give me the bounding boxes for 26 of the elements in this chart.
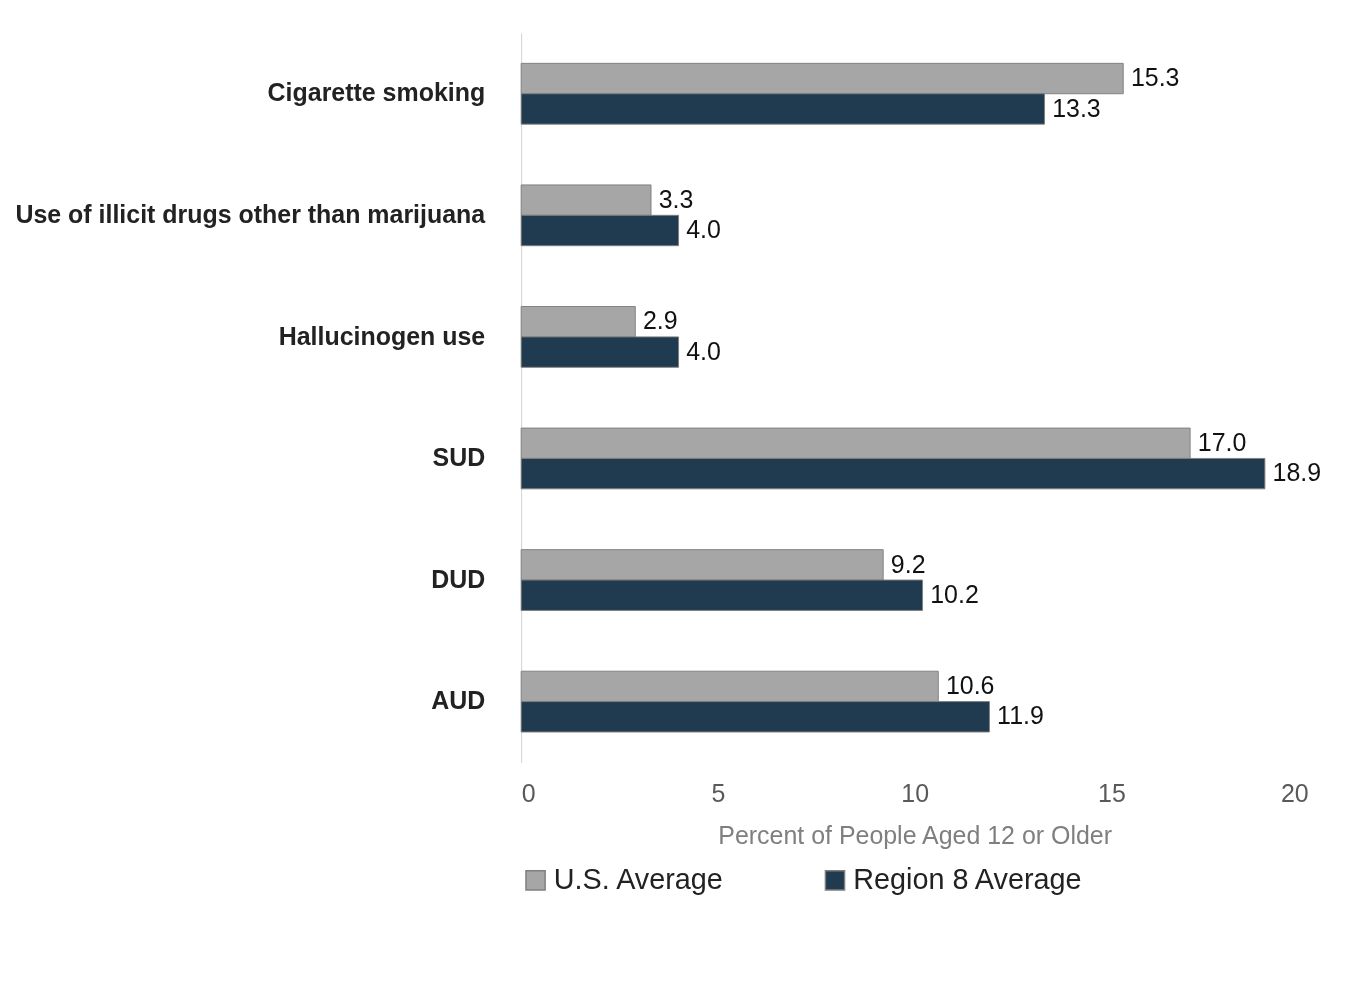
x-tick-label: 20 xyxy=(1280,779,1309,808)
data-label: 11.9 xyxy=(997,701,1044,730)
y-tick-label: Cigarette smoking xyxy=(267,78,486,107)
x-tick-label: 5 xyxy=(711,779,726,808)
y-tick-label: Use of illicit drugs other than marijuana xyxy=(15,200,487,228)
data-label: 13.3 xyxy=(1052,93,1101,122)
data-label: 9.2 xyxy=(890,549,926,578)
data-label: 15.3 xyxy=(1130,63,1180,92)
y-tick-label: SUD xyxy=(432,443,486,472)
x-tick-label: 15 xyxy=(1098,779,1126,808)
data-label: 2.9 xyxy=(642,306,678,335)
data-label: 4.0 xyxy=(686,215,721,244)
y-tick-label: Hallucinogen use xyxy=(278,321,486,350)
x-axis-title: Percent of People Aged 12 or Older xyxy=(718,821,1112,850)
data-label: 18.9 xyxy=(1272,458,1322,487)
legend-label: U.S. Average xyxy=(553,863,723,896)
data-label: 3.3 xyxy=(658,184,694,213)
y-tick-label: DUD xyxy=(431,564,486,593)
y-tick-label: AUD xyxy=(431,686,486,715)
data-label: 17.0 xyxy=(1197,427,1247,456)
data-label: 4.0 xyxy=(686,336,721,365)
x-tick-label: 10 xyxy=(901,779,930,808)
data-label: 10.6 xyxy=(945,671,995,700)
data-label: 10.2 xyxy=(930,579,979,608)
x-tick-label: 0 xyxy=(521,779,536,808)
legend-label: Region 8 Average xyxy=(853,863,1082,896)
